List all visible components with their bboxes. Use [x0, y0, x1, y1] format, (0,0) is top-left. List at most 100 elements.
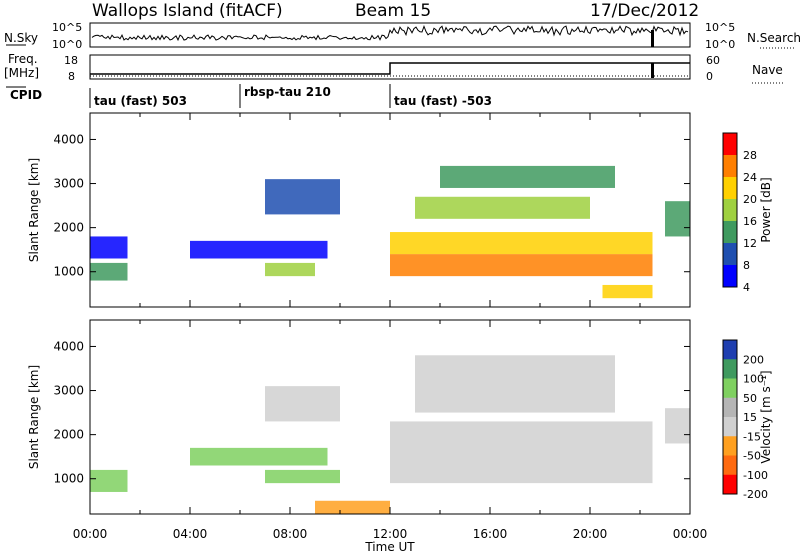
colorbar-tick-label: 50 — [743, 392, 757, 405]
colorbar-tick-label: 28 — [743, 149, 757, 162]
scatter-region-6 — [390, 421, 653, 484]
colorbar-tick-label: 20 — [743, 193, 757, 206]
scatter-region-8 — [665, 408, 690, 444]
y-tick-label: 1000 — [53, 472, 84, 486]
plot-frame — [89, 112, 691, 308]
colorbar-tick-label: 200 — [743, 353, 764, 366]
y-axis-title: Slant Range [km] — [27, 365, 41, 469]
colorbar-tick-label: 12 — [743, 237, 757, 250]
nave-label: Nave — [752, 63, 783, 77]
cpid-segment-2: rbsp-tau 210 — [244, 85, 331, 99]
cpid-segment-3: tau (fast) -503 — [394, 94, 492, 108]
beam-label: Beam 15 — [355, 1, 431, 21]
colorbar-swatch — [723, 243, 737, 266]
freq-unit: [MHz] — [4, 66, 39, 80]
scatter-region-4 — [265, 262, 315, 277]
scatter-region-6 — [390, 254, 653, 277]
y-tick-label: 2000 — [53, 221, 84, 235]
colorbar-tick-label: 100 — [743, 373, 764, 386]
freq-tick-top: 18 — [64, 54, 78, 67]
colorbar-swatch — [723, 378, 737, 399]
scatter-region-4 — [265, 386, 340, 422]
nsky-gap-marker — [651, 30, 654, 47]
scatter-region-1 — [90, 469, 128, 492]
power-colorbar: 28 24 20 16 12 8 4 Power [dB] — [722, 132, 773, 294]
colorbar-tick-label: 4 — [743, 281, 750, 294]
x-tick-label: 16:00 — [473, 527, 508, 541]
nsearch-label: N.Search — [747, 31, 800, 45]
nsky-panel — [89, 22, 691, 48]
freq-panel — [89, 54, 691, 80]
colorbar-tick-label: -15 — [743, 430, 761, 443]
scatter-region-5 — [315, 500, 390, 514]
freq-gap-marker — [651, 63, 654, 78]
colorbar-tick-label: 15 — [743, 411, 757, 424]
colorbar-frame — [722, 339, 738, 495]
colorbar-tick-label: 8 — [743, 259, 750, 272]
scatter-region-2 — [90, 236, 128, 259]
date-label: 17/Dec/2012 — [590, 1, 699, 21]
x-tick-label: 12:00 — [373, 527, 408, 541]
freq-tick-bottom: 8 — [68, 70, 75, 83]
scatter-region-3 — [190, 240, 328, 259]
colorbar-title: Power [dB] — [759, 177, 773, 242]
colorbar-swatch — [723, 397, 737, 418]
x-axis-ticks: 00:00 04:00 08:00 12:00 16:00 20:00 00:00 — [73, 527, 708, 541]
nave-tick-bottom: 0 — [706, 70, 713, 83]
nsky-tick-top: 10^5 — [52, 21, 82, 34]
station-title: Wallops Island (fitACF) — [92, 1, 283, 21]
x-tick-label: 04:00 — [173, 527, 208, 541]
colorbar-tick-label: 16 — [743, 215, 757, 228]
x-axis-title: Time UT — [364, 540, 415, 554]
nsky-tick-bottom: 10^0 — [52, 38, 82, 51]
colorbar-swatch — [723, 265, 737, 288]
x-tick-label: 20:00 — [573, 527, 608, 541]
scatter-region-7 — [415, 355, 615, 413]
nave-tick-top: 60 — [706, 54, 720, 67]
x-tick-label: 00:00 — [73, 527, 108, 541]
y-tick-label: 2000 — [53, 428, 84, 442]
colorbar-tick-label: 24 — [743, 171, 757, 184]
nsky-label: N.Sky — [4, 31, 38, 45]
cpid-label: CPID — [10, 88, 42, 102]
scatter-region-11 — [665, 201, 690, 237]
scatter-region-5 — [265, 179, 340, 215]
velocity-colorbar: 200 100 50 15 -15 -50 -100 -200 Velocity [m s⁻¹] — [722, 339, 773, 501]
nsky-trace — [91, 24, 689, 42]
power-panel: 1000 2000 3000 4000 Slant Range [km] — [27, 112, 691, 308]
colorbar-tick-label: -100 — [743, 469, 768, 482]
colorbar-swatch — [723, 359, 737, 379]
scatter-region-3 — [265, 469, 340, 484]
nsearch-tick-top: 10^5 — [705, 21, 735, 34]
freq-label: Freq. — [8, 52, 38, 66]
y-axis-title: Slant Range [km] — [27, 158, 41, 262]
freq-trace — [90, 62, 690, 75]
scatter-region-9 — [440, 165, 615, 188]
y-tick-label: 3000 — [53, 384, 84, 398]
colorbar-swatch — [723, 133, 737, 156]
y-tick-label: 1000 — [53, 265, 84, 279]
scatter-region-10 — [602, 284, 653, 299]
colorbar-frame — [722, 132, 738, 288]
y-tick-label: 4000 — [53, 132, 84, 146]
colorbar-swatch — [723, 199, 737, 222]
colorbar-tick-label: -50 — [743, 450, 761, 463]
nsearch-tick-bottom: 10^0 — [705, 38, 735, 51]
colorbar-swatch — [723, 436, 737, 456]
colorbar-swatch — [723, 340, 737, 360]
colorbar-swatch — [723, 417, 737, 437]
x-tick-label: 08:00 — [273, 527, 308, 541]
scatter-region-8 — [415, 196, 590, 219]
y-tick-label: 4000 — [53, 339, 84, 353]
colorbar-swatch — [723, 155, 737, 178]
cpid-segment-1: tau (fast) 503 — [94, 94, 187, 108]
scatter-region-2 — [190, 447, 328, 466]
scatter-region-1 — [90, 262, 128, 281]
colorbar-swatch — [723, 474, 737, 495]
y-tick-label: 3000 — [53, 177, 84, 191]
colorbar-swatch — [723, 455, 737, 476]
velocity-panel: 1000 2000 3000 4000 Slant Range [km] — [27, 319, 691, 515]
colorbar-swatch — [723, 177, 737, 200]
plot-frame — [89, 319, 691, 515]
